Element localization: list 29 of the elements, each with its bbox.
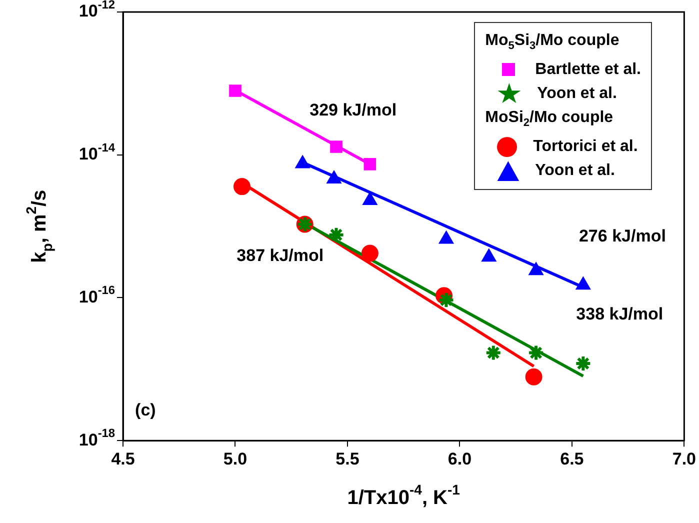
x-tick-label: 6.5 xyxy=(560,449,584,468)
annotation: MoSi$_{2}$/Mo couple xyxy=(485,108,614,132)
x-tick-label: 5.0 xyxy=(223,449,248,468)
x-tick-label: 7.0 xyxy=(672,449,696,468)
point xyxy=(438,291,455,308)
annotation: 329 kJ/mol xyxy=(310,100,397,120)
point xyxy=(330,140,342,153)
annotation: 387 kJ/mol xyxy=(236,246,324,265)
legend-title: Mo$_{5}$Si$_{3}$/Mo couple xyxy=(485,31,620,54)
point xyxy=(328,226,345,244)
legend-label: Yoon et al. xyxy=(536,84,618,104)
x-tick-label: 4.5 xyxy=(111,449,135,468)
point xyxy=(525,368,542,386)
point xyxy=(484,344,502,362)
point xyxy=(233,178,250,196)
x-tick-label: 6.0 xyxy=(448,449,472,468)
point xyxy=(528,344,545,362)
annotation: 276 kJ/mol xyxy=(578,226,666,246)
annotation: (c) xyxy=(135,400,156,420)
x-tick-label: 5.5 xyxy=(336,449,360,468)
y-axis-title: kp, m2/s xyxy=(22,190,55,263)
legend-label: Yoon et al. xyxy=(534,161,616,182)
legend-label: Bartlette et al. xyxy=(534,60,641,80)
point xyxy=(364,158,376,170)
point xyxy=(574,355,592,372)
legend-label: Tortorici et al. xyxy=(532,137,639,158)
point xyxy=(361,244,378,262)
annotation: 338 kJ/mol xyxy=(576,304,664,324)
point xyxy=(229,84,242,97)
